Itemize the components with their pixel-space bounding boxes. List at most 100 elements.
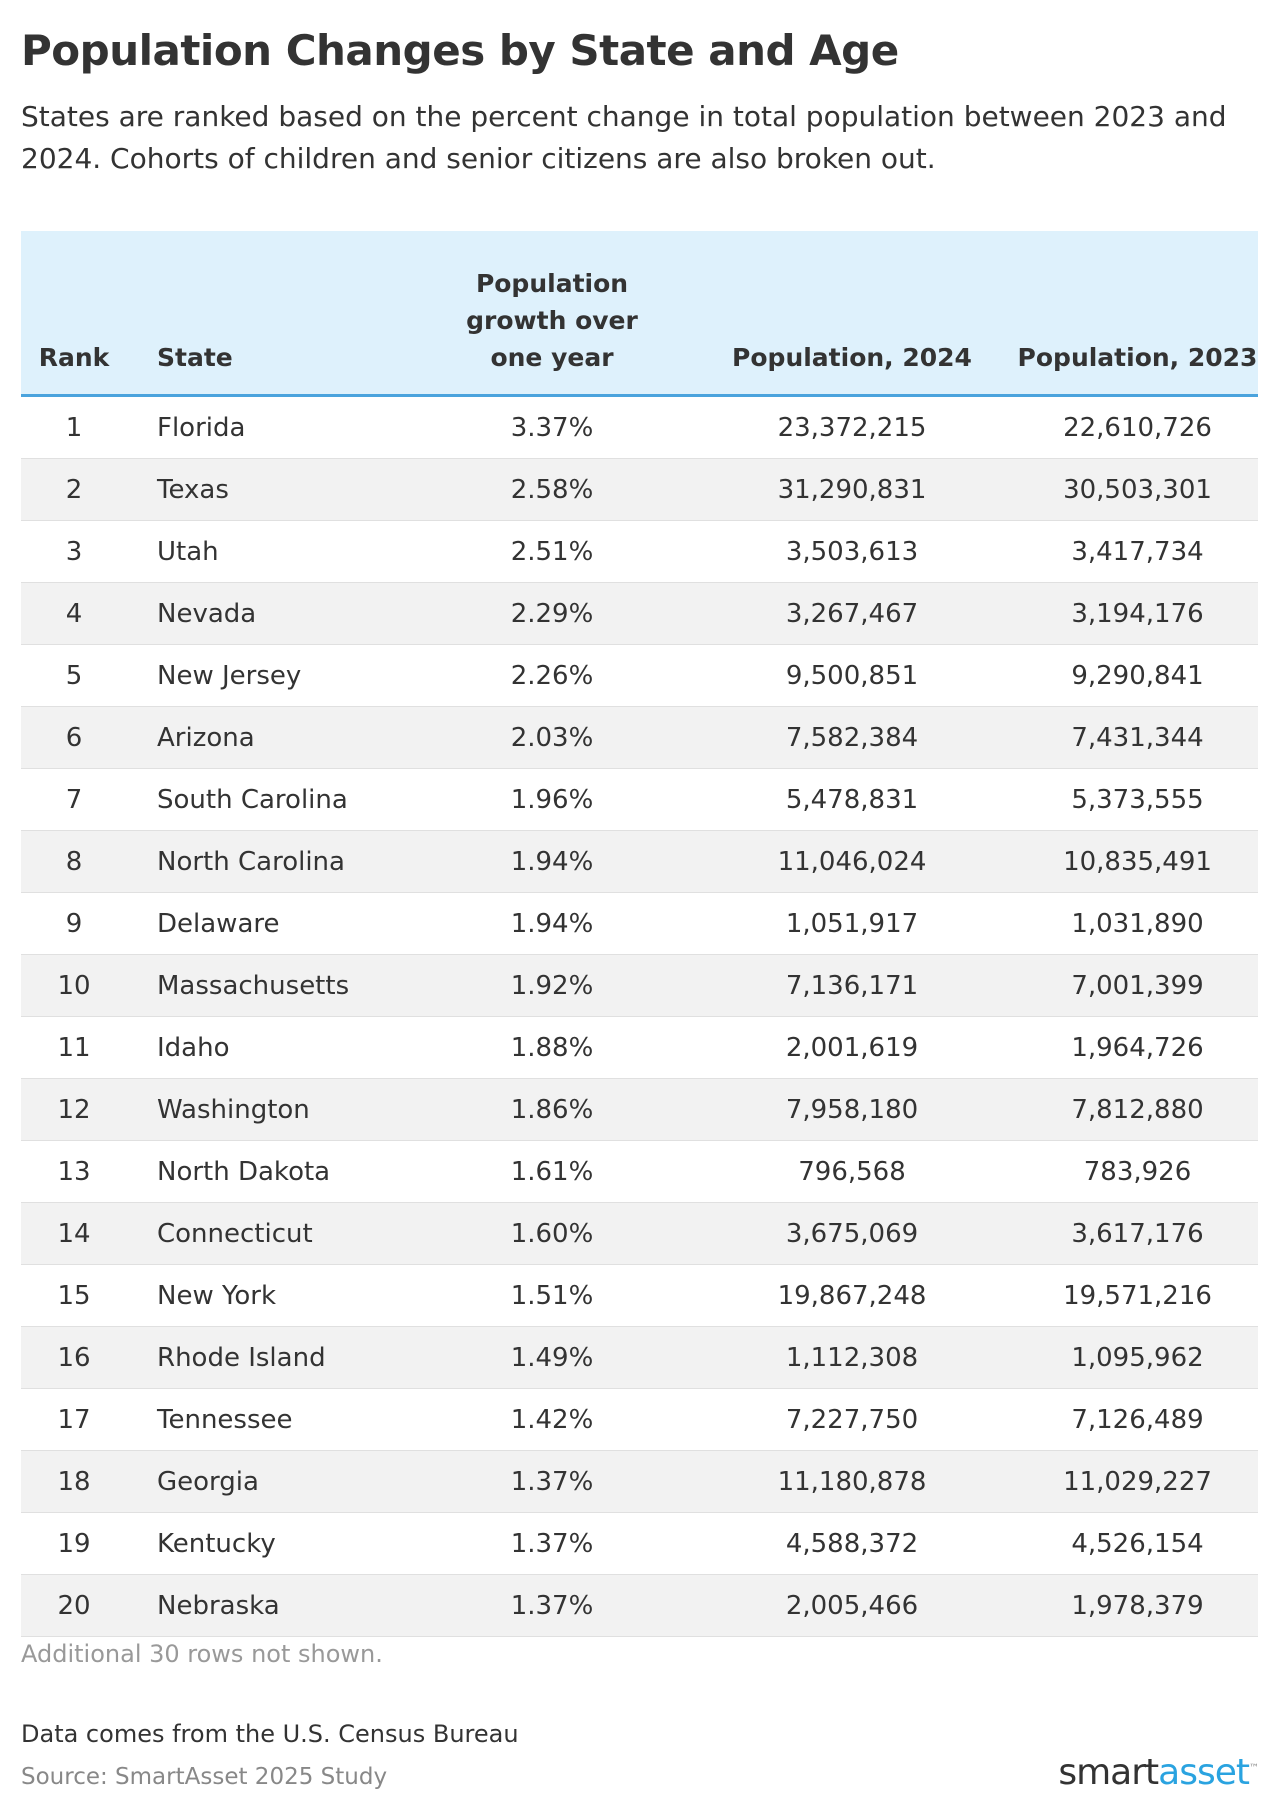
table-cell: Arizona <box>127 706 417 769</box>
table-cell: 1,964,726 <box>1017 1016 1258 1079</box>
table-cell: 31,290,831 <box>687 458 1017 521</box>
table-cell: 10,835,491 <box>1017 830 1258 893</box>
table-cell: 3,417,734 <box>1017 520 1258 583</box>
table-row: 9 Delaware 1.94% 1,051,917 1,031,890 <box>21 892 1258 955</box>
table-cell: 3,503,613 <box>687 520 1017 583</box>
table-cell: 1,051,917 <box>687 892 1017 955</box>
table-cell: 23,372,215 <box>687 395 1017 459</box>
table-cell: 4,526,154 <box>1017 1512 1258 1575</box>
table-cell: 1,112,308 <box>687 1326 1017 1389</box>
table-cell: 18 <box>21 1450 127 1513</box>
table-row: 2 Texas 2.58% 31,290,831 30,503,301 <box>21 458 1258 521</box>
table-cell: 22,610,726 <box>1017 395 1258 459</box>
table-cell: 1.88% <box>417 1016 687 1079</box>
table-cell: 11,029,227 <box>1017 1450 1258 1513</box>
table-cell: 15 <box>21 1264 127 1327</box>
table-row: 14 Connecticut 1.60% 3,675,069 3,617,176 <box>21 1202 1258 1265</box>
table-cell: 2,001,619 <box>687 1016 1017 1079</box>
table-cell: New Jersey <box>127 644 417 707</box>
table-cell: 3 <box>21 520 127 583</box>
table-row: 19 Kentucky 1.37% 4,588,372 4,526,154 <box>21 1512 1258 1575</box>
table-cell: New York <box>127 1264 417 1327</box>
table-row: 6 Arizona 2.03% 7,582,384 7,431,344 <box>21 706 1258 769</box>
column-header: Population, 2023 <box>1017 231 1258 397</box>
table-cell: 16 <box>21 1326 127 1389</box>
table-cell: 7,136,171 <box>687 954 1017 1017</box>
table-cell: 12 <box>21 1078 127 1141</box>
table-body: 1 Florida 3.37% 23,372,215 22,610,726 2 Texas 2… <box>21 395 1258 1637</box>
table-row: 11 Idaho 1.88% 2,001,619 1,964,726 <box>21 1016 1258 1079</box>
table-row: 12 Washington 1.86% 7,958,180 7,812,880 <box>21 1078 1258 1141</box>
table-cell: 796,568 <box>687 1140 1017 1203</box>
table-row: 8 North Carolina 1.94% 11,046,024 10,835,491 <box>21 830 1258 893</box>
table-cell: 9,290,841 <box>1017 644 1258 707</box>
table-cell: 4 <box>21 582 127 645</box>
table-cell: 10 <box>21 954 127 1017</box>
subtitle: States are ranked based on the percent c… <box>21 100 1227 175</box>
table-row: 1 Florida 3.37% 23,372,215 22,610,726 <box>21 395 1258 459</box>
table-cell: 1,978,379 <box>1017 1574 1258 1637</box>
table-cell: 2,005,466 <box>687 1574 1017 1637</box>
table-cell: Rhode Island <box>127 1326 417 1389</box>
table-cell: 9 <box>21 892 127 955</box>
table-cell: 7,431,344 <box>1017 706 1258 769</box>
table-cell: 7 <box>21 768 127 831</box>
table-cell: 11,046,024 <box>687 830 1017 893</box>
table-row: 7 South Carolina 1.96% 5,478,831 5,373,555 <box>21 768 1258 831</box>
table-row: 20 Nebraska 1.37% 2,005,466 1,978,379 <box>21 1574 1258 1637</box>
trademark: ™ <box>1249 1763 1259 1774</box>
table-cell: 5,373,555 <box>1017 768 1258 831</box>
table-cell: 1.96% <box>417 768 687 831</box>
table-cell: Idaho <box>127 1016 417 1079</box>
table-cell: Florida <box>127 395 417 459</box>
table-cell: 3.37% <box>417 395 687 459</box>
table-cell: 1 <box>21 395 127 459</box>
table-cell: Texas <box>127 458 417 521</box>
title: Population Changes by State and Age <box>21 26 899 75</box>
table-cell: 1.94% <box>417 892 687 955</box>
table-cell: Nevada <box>127 582 417 645</box>
table-cell: 7,001,399 <box>1017 954 1258 1017</box>
table-cell: 11,180,878 <box>687 1450 1017 1513</box>
table-cell: 3,267,467 <box>687 582 1017 645</box>
table-cell: 17 <box>21 1388 127 1451</box>
table-cell: 7,582,384 <box>687 706 1017 769</box>
column-header: Rank <box>21 231 127 397</box>
table-cell: Massachusetts <box>127 954 417 1017</box>
table-row: 10 Massachusetts 1.92% 7,136,171 7,001,399 <box>21 954 1258 1017</box>
table-cell: Connecticut <box>127 1202 417 1265</box>
table-cell: 1.37% <box>417 1574 687 1637</box>
table-cell: 2.29% <box>417 582 687 645</box>
table-row: 5 New Jersey 2.26% 9,500,851 9,290,841 <box>21 644 1258 707</box>
table-cell: South Carolina <box>127 768 417 831</box>
table-cell: 13 <box>21 1140 127 1203</box>
table-cell: 5 <box>21 644 127 707</box>
table-cell: 783,926 <box>1017 1140 1258 1203</box>
column-header: State <box>127 231 417 397</box>
header-row: Rank State Population growth over one year… <box>21 231 1258 397</box>
table-cell: 3,194,176 <box>1017 582 1258 645</box>
table-cell: Nebraska <box>127 1574 417 1637</box>
table-cell: 20 <box>21 1574 127 1637</box>
table-cell: Tennessee <box>127 1388 417 1451</box>
table-cell: 19,867,248 <box>687 1264 1017 1327</box>
table-cell: 11 <box>21 1016 127 1079</box>
table-cell: 7,958,180 <box>687 1078 1017 1141</box>
table-row: 18 Georgia 1.37% 11,180,878 11,029,227 <box>21 1450 1258 1513</box>
table-cell: 14 <box>21 1202 127 1265</box>
table-cell: 1.61% <box>417 1140 687 1203</box>
table-cell: 7,227,750 <box>687 1388 1017 1451</box>
table-row: 16 Rhode Island 1.49% 1,112,308 1,095,962 <box>21 1326 1258 1389</box>
table-cell: 19,571,216 <box>1017 1264 1258 1327</box>
table-cell: 3,675,069 <box>687 1202 1017 1265</box>
table-row: 13 North Dakota 1.61% 796,568 783,926 <box>21 1140 1258 1203</box>
table-cell: 1,031,890 <box>1017 892 1258 955</box>
logo: smartasset™ <box>1058 1752 1259 1793</box>
column-header: Population growth over one year <box>417 231 687 397</box>
table-cell: Kentucky <box>127 1512 417 1575</box>
table-cell: 5,478,831 <box>687 768 1017 831</box>
column-header: Population, 2024 <box>687 231 1017 397</box>
table-cell: Washington <box>127 1078 417 1141</box>
table-cell: 2.26% <box>417 644 687 707</box>
